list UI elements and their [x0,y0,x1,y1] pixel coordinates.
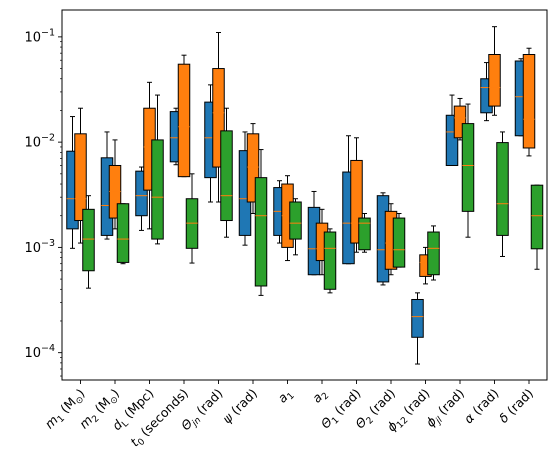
box-body [392,217,406,268]
plot-frame [61,9,548,381]
x-tick-label: a1 [275,386,297,408]
x-tick-label: ψ (rad) [219,386,260,427]
box-2-0 [82,195,95,289]
box-body [220,130,233,222]
box-body [530,184,544,250]
y-axis: 10−1 10−2 10−3 10−4 [24,27,62,377]
box-body [350,159,363,244]
box-body [323,231,337,290]
box-2-1 [116,203,130,265]
box-0-10 [411,292,424,365]
box-body [82,208,95,272]
box-body [74,133,87,222]
box-body [254,177,268,287]
box-2-9 [392,212,406,268]
x-tick-label: ϕjl (rad) [423,386,469,432]
x-axis: m1 (M⊙)m2 (M⊙)dL (Mpc)t0 (seconds)Θjn (r… [42,380,536,449]
x-tick-label: α (rad) [461,386,502,427]
box-body [151,139,164,240]
box-body [116,203,130,263]
box-2-6 [289,198,302,256]
box-body [488,54,501,107]
box-1-1 [108,139,122,230]
box-body [246,133,260,203]
box-2-12 [496,131,509,257]
box-body [427,231,440,276]
box-body [358,217,371,251]
box-1-0 [74,107,87,244]
box-2-2 [151,94,164,245]
box-1-8 [350,137,363,253]
box-2-11 [461,103,475,238]
box-body [212,68,225,168]
y-tick-label: 10−1 [24,27,55,45]
box-1-12 [488,26,501,116]
box-2-4 [220,107,233,238]
y-tick-label: 10−2 [24,133,55,151]
box-1-11 [453,97,467,141]
x-tick-label: δ (rad) [496,386,536,426]
box-body [411,298,424,338]
box-2-8 [358,212,371,253]
box-1-7 [315,208,329,276]
box-1-3 [177,54,191,178]
box-2-10 [427,225,440,281]
box-2-3 [185,173,199,264]
box-body [135,170,148,217]
box-1-13 [522,47,536,157]
box-body [289,201,302,240]
y-tick-label: 10−4 [24,343,55,361]
box-body [496,142,509,236]
box-body [461,123,475,212]
y-tick-label: 10−3 [24,238,55,256]
box-marks [66,26,544,365]
box-body [177,63,191,178]
box-1-4 [212,32,225,203]
x-tick-label: a2 [309,386,331,408]
box-1-5 [246,123,260,214]
box-2-13 [530,184,544,270]
box-2-5 [254,149,268,296]
box-0-2 [135,166,148,231]
box-body [453,105,467,139]
box-2-7 [323,228,337,294]
box-body [522,54,536,149]
